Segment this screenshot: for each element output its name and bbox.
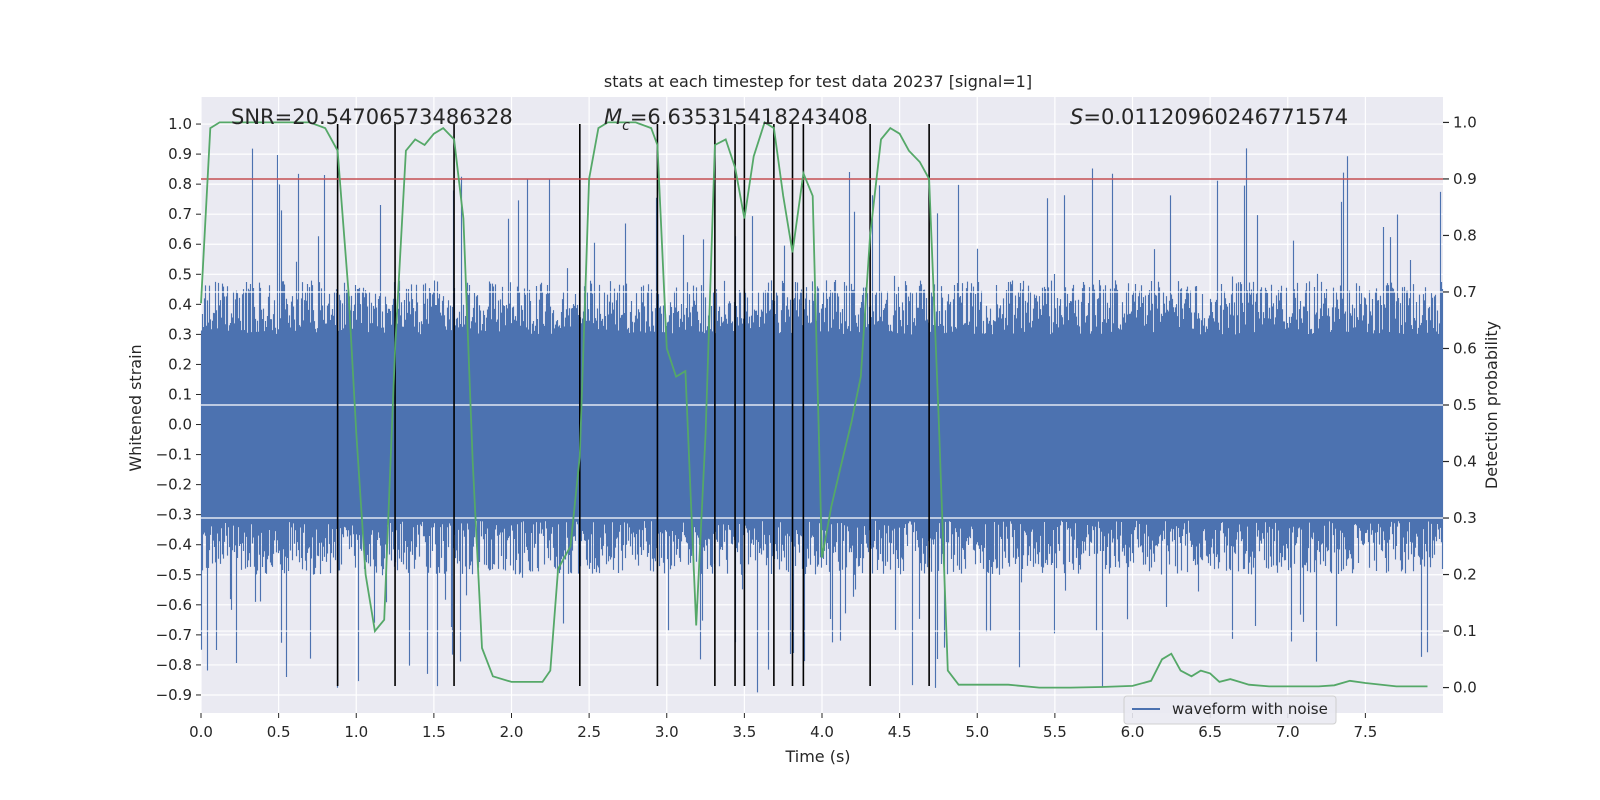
right-tick-label: 0.4 — [1453, 453, 1477, 471]
x-tick-label: 1.0 — [344, 723, 368, 741]
legend: waveform with noise — [1123, 695, 1337, 725]
right-tick-label: 0.5 — [1453, 396, 1477, 414]
x-tick-label: 4.5 — [888, 723, 912, 741]
x-tick-label: 4.0 — [810, 723, 834, 741]
y-tick-label: 0.7 — [168, 205, 192, 223]
vertical-markers — [336, 124, 930, 686]
y-tick-label: 0.9 — [168, 145, 192, 163]
right-tick-label: 0.2 — [1453, 566, 1477, 584]
right-tick-label: 0.6 — [1453, 339, 1477, 357]
x-tick-label: 5.0 — [965, 723, 989, 741]
y-tick-label: −0.3 — [156, 506, 192, 524]
detection-probability-line — [200, 121, 1428, 689]
s-value: =0.01120960246771574 — [1083, 105, 1348, 129]
x-tick-label: 3.5 — [732, 723, 756, 741]
x-tick-label: 6.5 — [1198, 723, 1222, 741]
right-tick-label: 1.0 — [1453, 113, 1477, 131]
y-tick-label: −0.9 — [156, 686, 192, 704]
mc-subscript: c — [622, 118, 630, 134]
y-tick-label: −0.5 — [156, 566, 192, 584]
right-tick-label: 0.8 — [1453, 226, 1477, 244]
legend-label: waveform with noise — [1172, 700, 1328, 718]
y-tick-label: 0.4 — [168, 295, 192, 313]
right-axis-ticks: 1.0 0.9 0.8 0.7 0.6 0.5 0.4 0.3 0.2 0.1 0.0 — [1443, 113, 1477, 697]
y-tick-label: −0.7 — [156, 626, 192, 644]
y-axis-ticks: 1.0 0.9 0.8 0.7 0.6 0.5 0.4 0.3 0.2 0.1 0.0 −0.1 −0.… — [156, 115, 201, 704]
y-tick-label: 0.2 — [168, 355, 192, 373]
x-tick-label: 0.5 — [267, 723, 291, 741]
x-tick-label: 7.5 — [1353, 723, 1377, 741]
right-tick-label: 0.9 — [1453, 170, 1477, 188]
y-tick-label: 0.1 — [168, 385, 192, 403]
right-tick-label: 0.1 — [1453, 622, 1477, 640]
y-tick-label: 0.6 — [168, 235, 192, 253]
right-tick-label: 0.7 — [1453, 283, 1477, 301]
mc-symbol: M — [604, 105, 622, 129]
y-axis-label: Whitened strain — [126, 344, 145, 471]
y-tick-label: 1.0 — [168, 115, 192, 133]
right-axis-label: Detection probability — [1482, 321, 1501, 489]
y-tick-label: 0.3 — [168, 325, 192, 343]
x-tick-label: 7.0 — [1276, 723, 1300, 741]
mc-value: =6.635315418243408 — [630, 105, 868, 129]
y-tick-label: −0.2 — [156, 476, 192, 494]
chart-title: stats at each timestep for test data 202… — [604, 72, 1032, 91]
y-tick-label: −0.8 — [156, 656, 192, 674]
right-tick-label: 0.3 — [1453, 509, 1477, 527]
y-tick-label: −0.1 — [156, 446, 192, 464]
y-tick-label: 0.5 — [168, 265, 192, 283]
s-annotation: S=0.01120960246771574 — [1070, 105, 1348, 129]
x-tick-label: 0.0 — [189, 723, 213, 741]
y-tick-label: −0.6 — [156, 596, 192, 614]
x-axis-ticks: 0.0 0.5 1.0 1.5 2.0 2.5 3.0 3.5 4.0 4.5 5.0 5.5 6.0 6… — [189, 713, 1377, 741]
snr-annotation: SNR=20.54706573486328 — [231, 105, 513, 129]
x-tick-label: 1.5 — [422, 723, 446, 741]
x-tick-label: 6.0 — [1121, 723, 1145, 741]
mc-annotation: Mc=6.635315418243408 — [604, 105, 868, 134]
y-tick-label: 0.0 — [168, 416, 192, 434]
y-tick-label: 0.8 — [168, 175, 192, 193]
x-tick-label: 5.5 — [1043, 723, 1067, 741]
right-tick-label: 0.0 — [1453, 679, 1477, 697]
legend-box — [1123, 695, 1337, 725]
x-axis-label: Time (s) — [784, 747, 850, 766]
s-symbol: S — [1070, 105, 1083, 129]
x-tick-label: 3.0 — [655, 723, 679, 741]
x-tick-label: 2.5 — [577, 723, 601, 741]
y-tick-label: −0.4 — [156, 536, 192, 554]
x-tick-label: 2.0 — [500, 723, 524, 741]
